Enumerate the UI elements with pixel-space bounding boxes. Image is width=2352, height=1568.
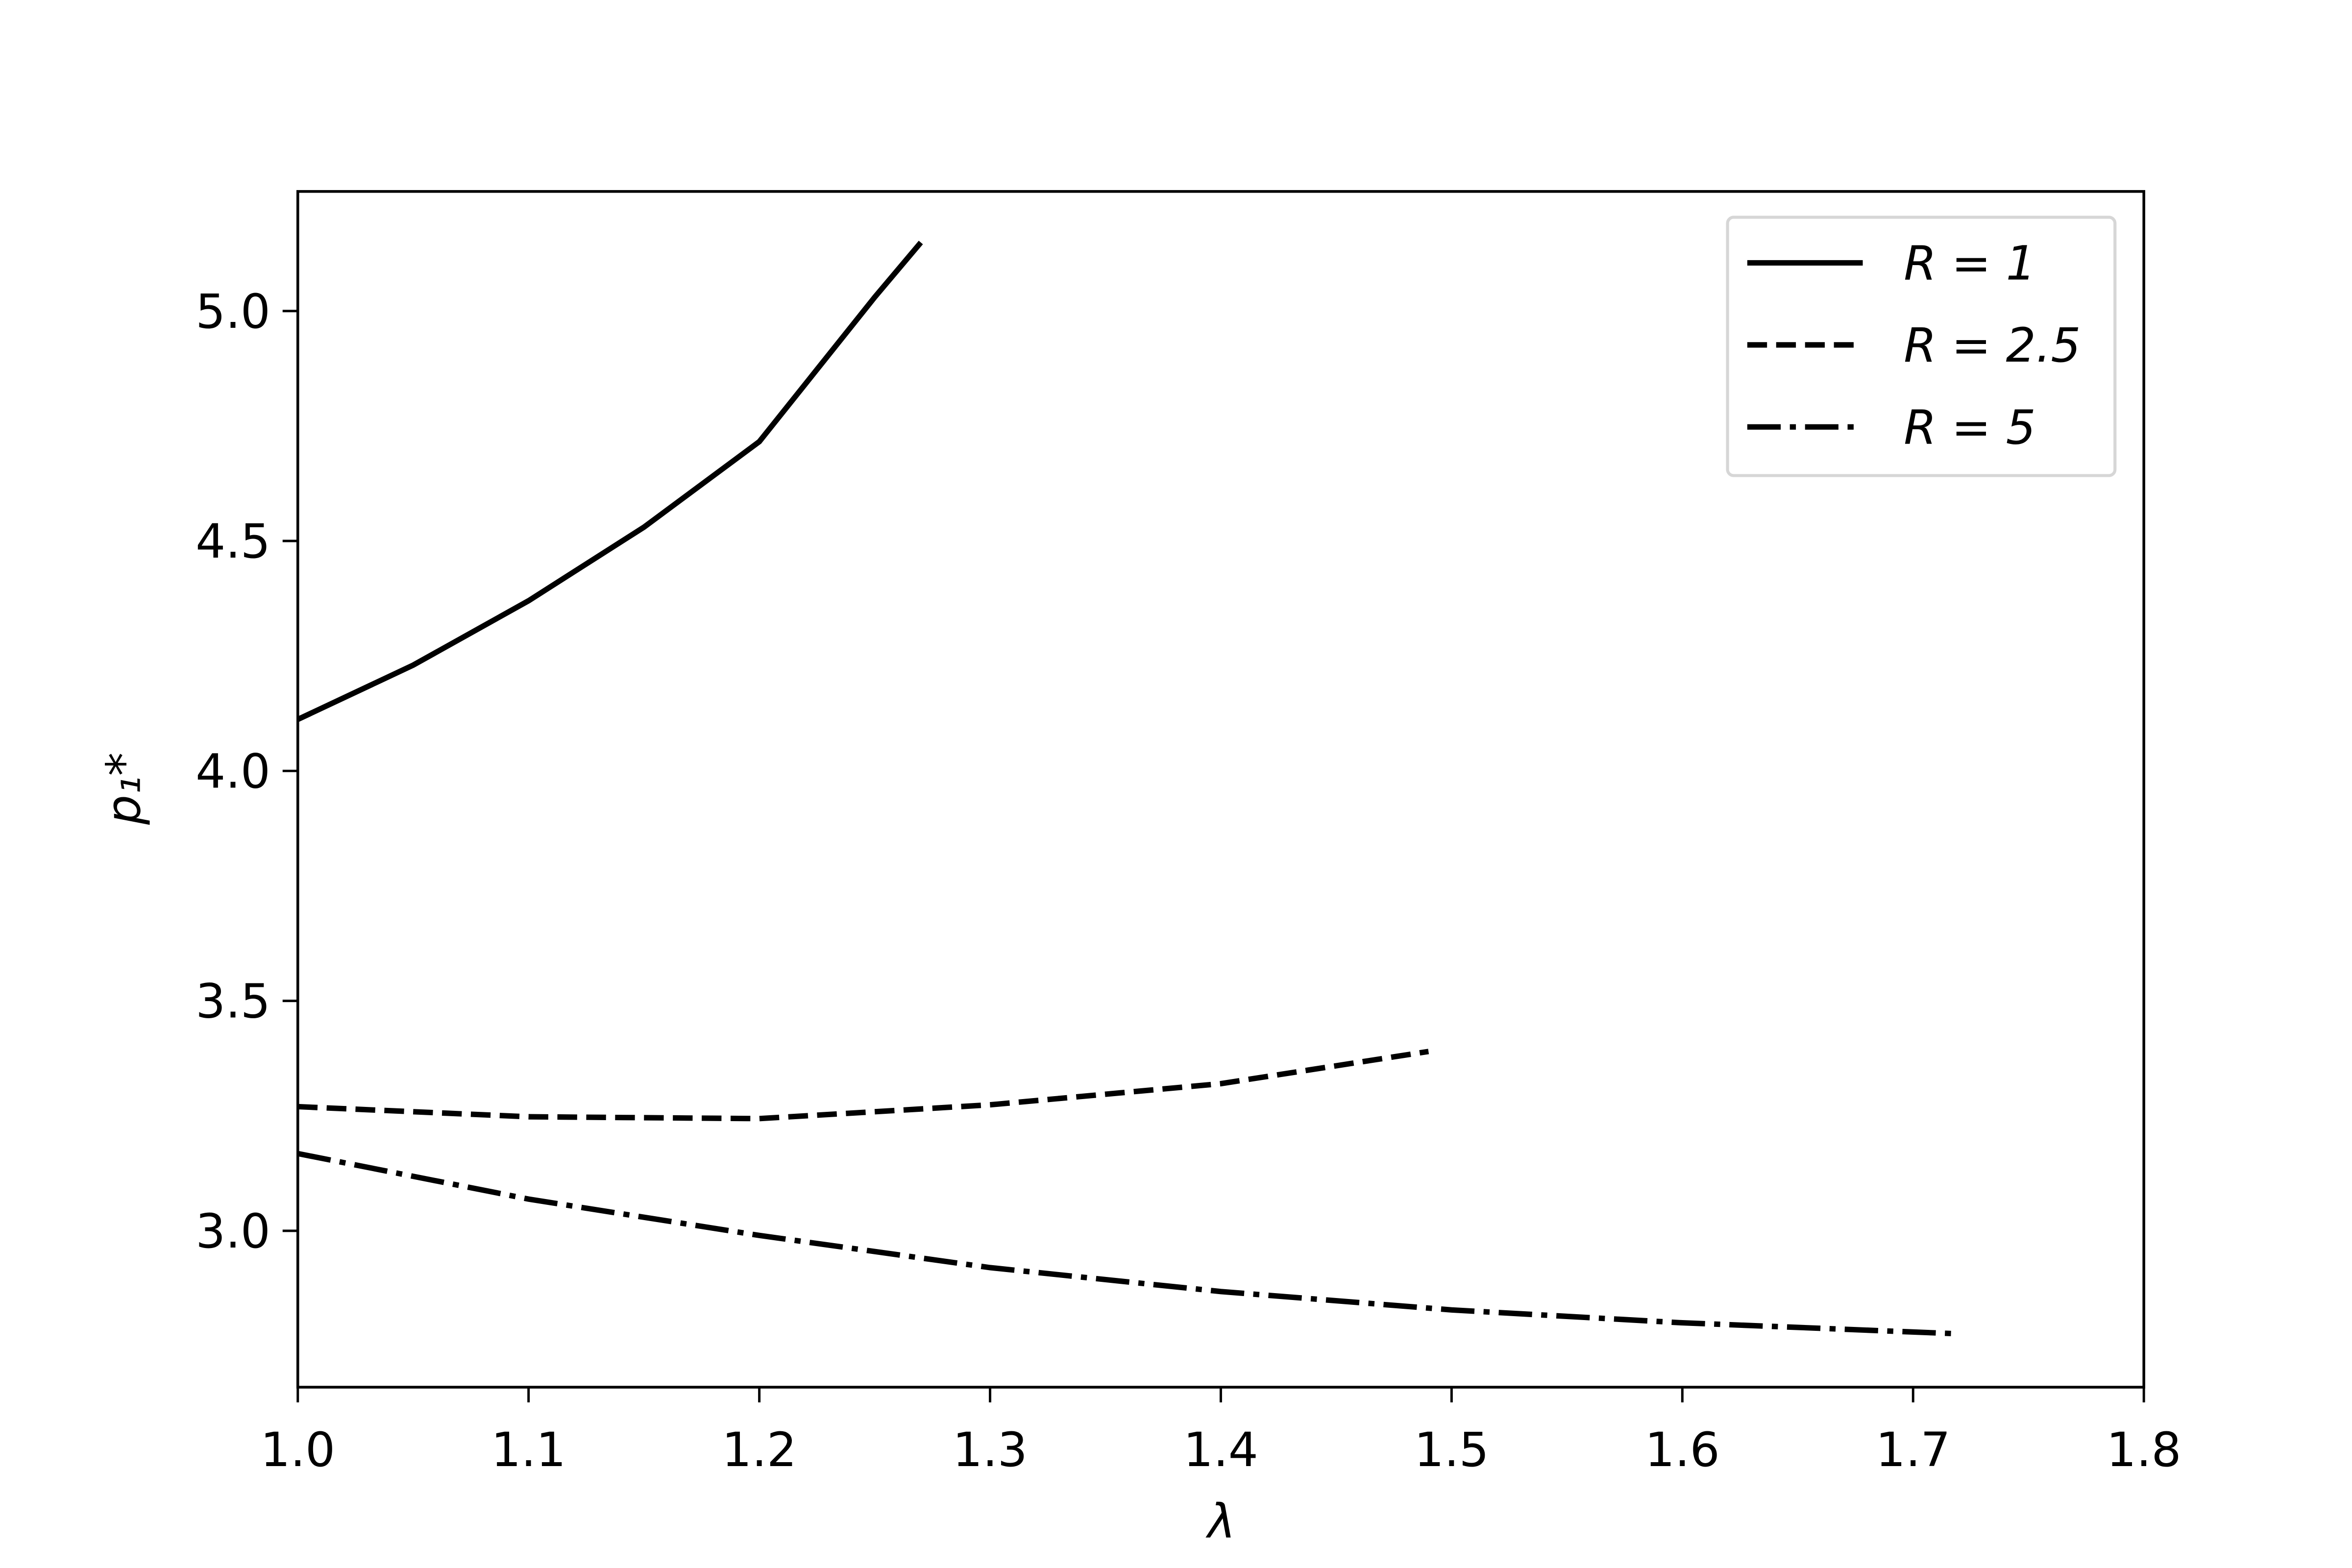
legend-label: R = 2.5 xyxy=(1904,318,2081,373)
y-tick-label: 5.0 xyxy=(196,284,270,339)
y-tick-label: 4.5 xyxy=(196,514,270,569)
data-line xyxy=(297,1049,1429,1122)
data-line xyxy=(296,241,923,722)
legend-box xyxy=(1726,216,2117,477)
y-tick-label: 3.0 xyxy=(196,1204,270,1259)
y-tick-label: 4.0 xyxy=(196,744,270,799)
x-tick-label: 1.6 xyxy=(1645,1422,1720,1477)
x-tick-label: 1.2 xyxy=(722,1422,797,1477)
x-tick-label: 1.0 xyxy=(260,1422,335,1477)
x-tick-label: 1.5 xyxy=(1414,1422,1489,1477)
x-tick-label: 1.7 xyxy=(1876,1422,1951,1477)
x-tick-label: 1.3 xyxy=(953,1422,1028,1477)
x-tick-label: 1.8 xyxy=(2107,1422,2181,1477)
x-tick-label: 1.4 xyxy=(1183,1422,1258,1477)
x-axis-label: λ xyxy=(1205,1494,1236,1549)
y-axis-label: p₁* xyxy=(96,753,151,826)
x-tick-label: 1.1 xyxy=(491,1422,566,1477)
plot-frame xyxy=(296,190,2145,1389)
legend-label: R = 1 xyxy=(1904,236,2036,291)
legend-label: R = 5 xyxy=(1904,400,2036,455)
y-tick-label: 3.5 xyxy=(196,974,270,1029)
data-line xyxy=(297,1151,1960,1337)
